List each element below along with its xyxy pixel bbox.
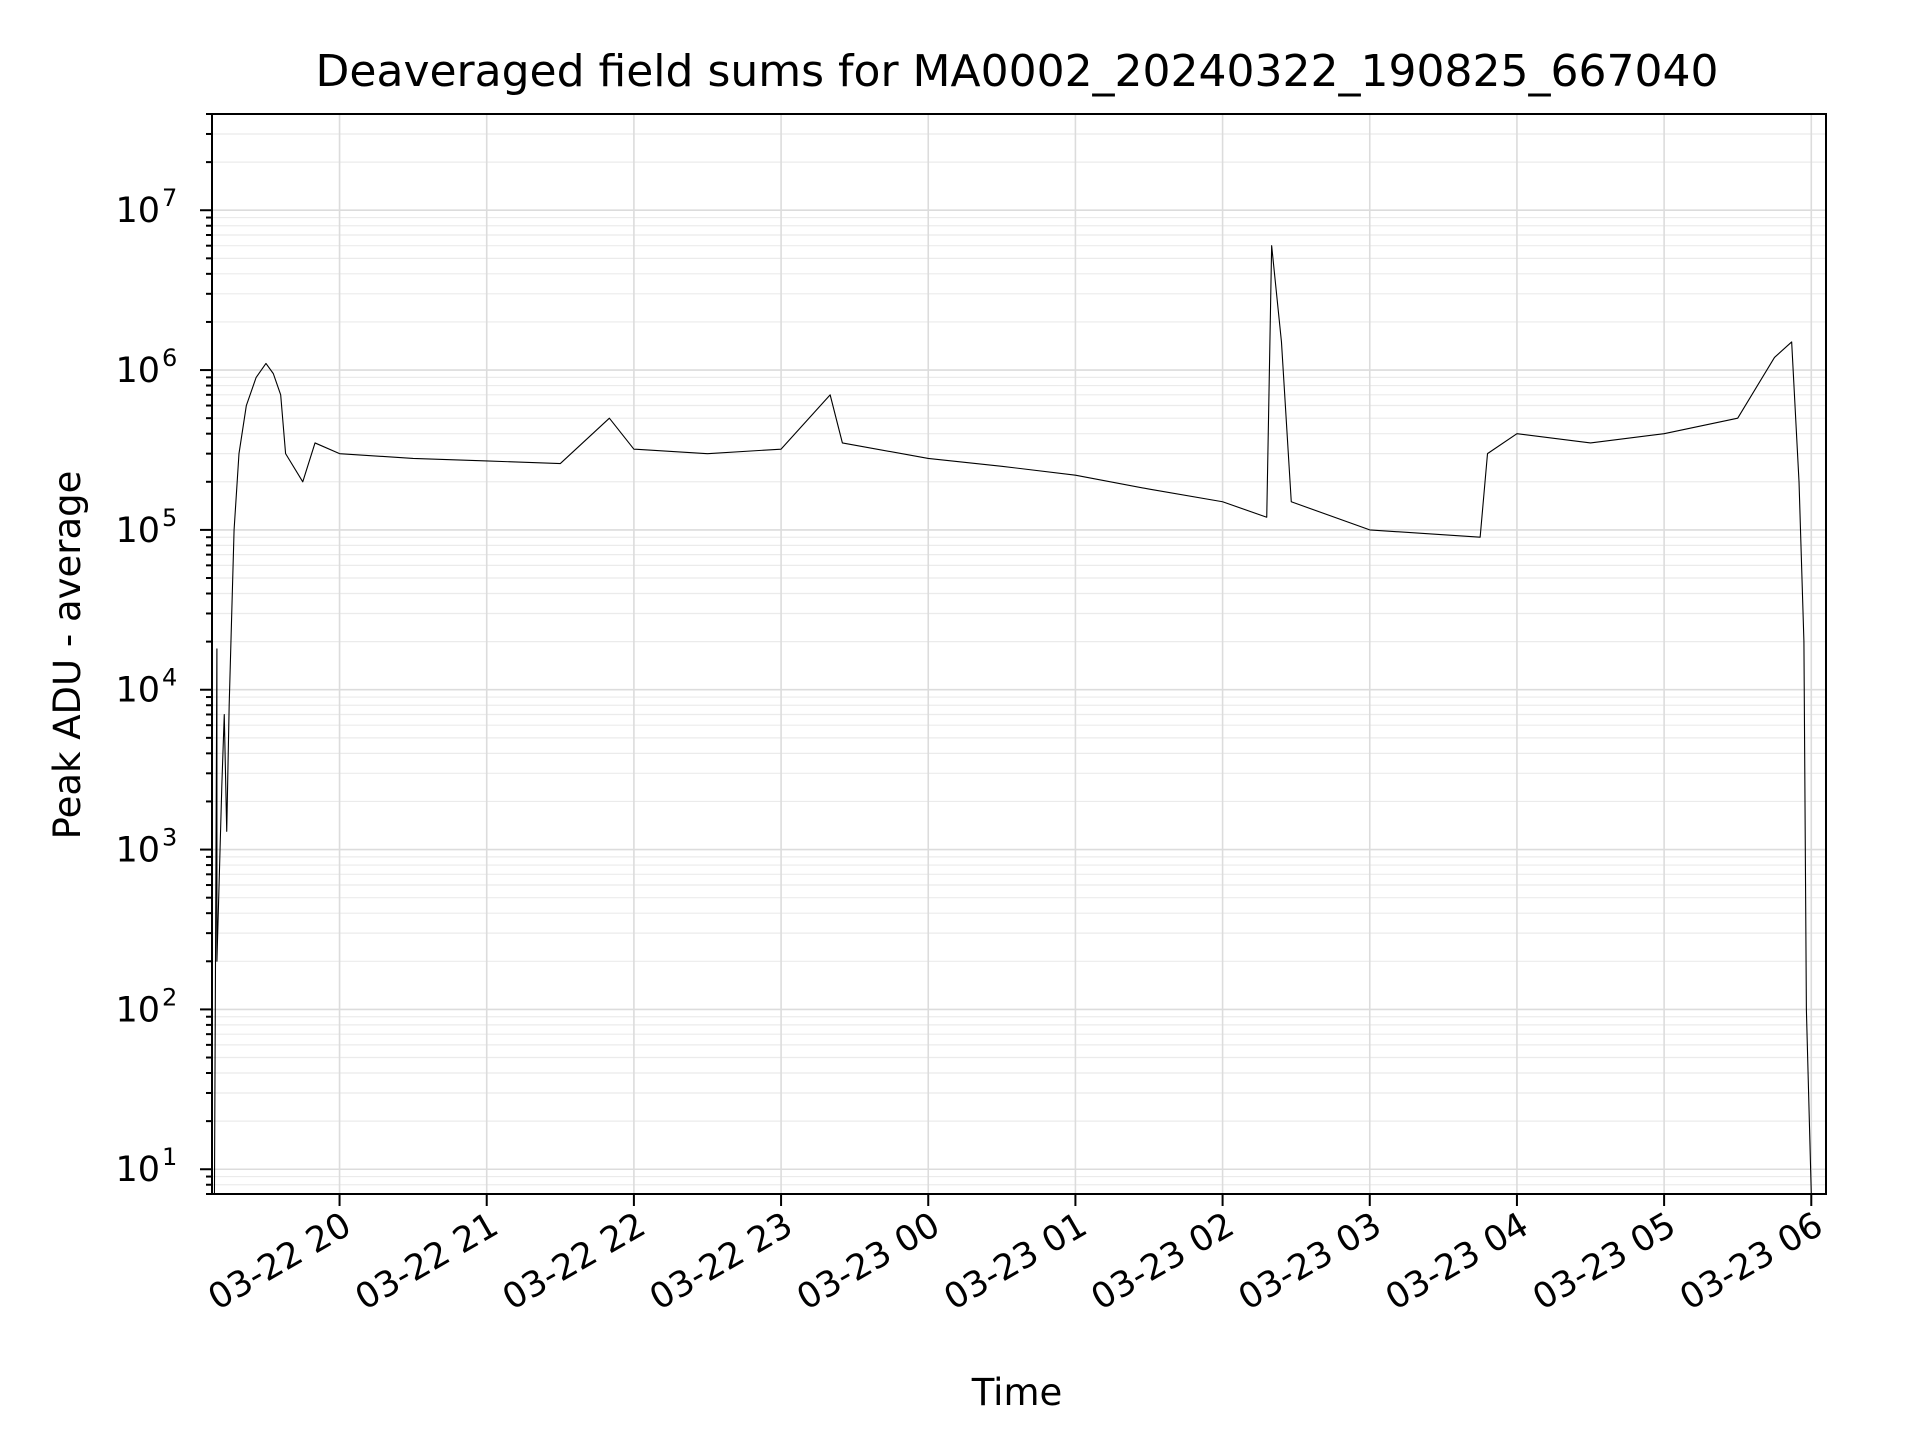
grid (212, 113, 1826, 1195)
y-tick-label: 10 (115, 671, 160, 711)
y-tick-exponent: 6 (162, 344, 177, 372)
series-layer (213, 245, 1812, 1195)
y-tick-exponent: 4 (162, 664, 177, 692)
chart-title: Deaveraged field sums for MA0002_2024032… (316, 46, 1719, 97)
y-tick-exponent: 2 (162, 983, 177, 1011)
y-tick-label: 10 (115, 831, 160, 871)
y-tick-exponent: 3 (162, 824, 177, 852)
plot-frame (211, 113, 1827, 1195)
y-tick-exponent: 7 (162, 184, 177, 212)
data-series-line (213, 245, 1812, 1195)
y-tick-label: 10 (115, 511, 160, 551)
y-tick-label: 10 (115, 191, 160, 231)
x-axis-label: Time (971, 1371, 1063, 1414)
y-axis-label: Peak ADU - average (46, 471, 89, 840)
y-tick-label: 10 (115, 1150, 160, 1190)
y-tick-exponent: 5 (162, 504, 177, 532)
y-tick-label: 10 (115, 351, 160, 391)
y-tick-exponent: 1 (162, 1143, 177, 1171)
y-tick-label: 10 (115, 990, 160, 1030)
